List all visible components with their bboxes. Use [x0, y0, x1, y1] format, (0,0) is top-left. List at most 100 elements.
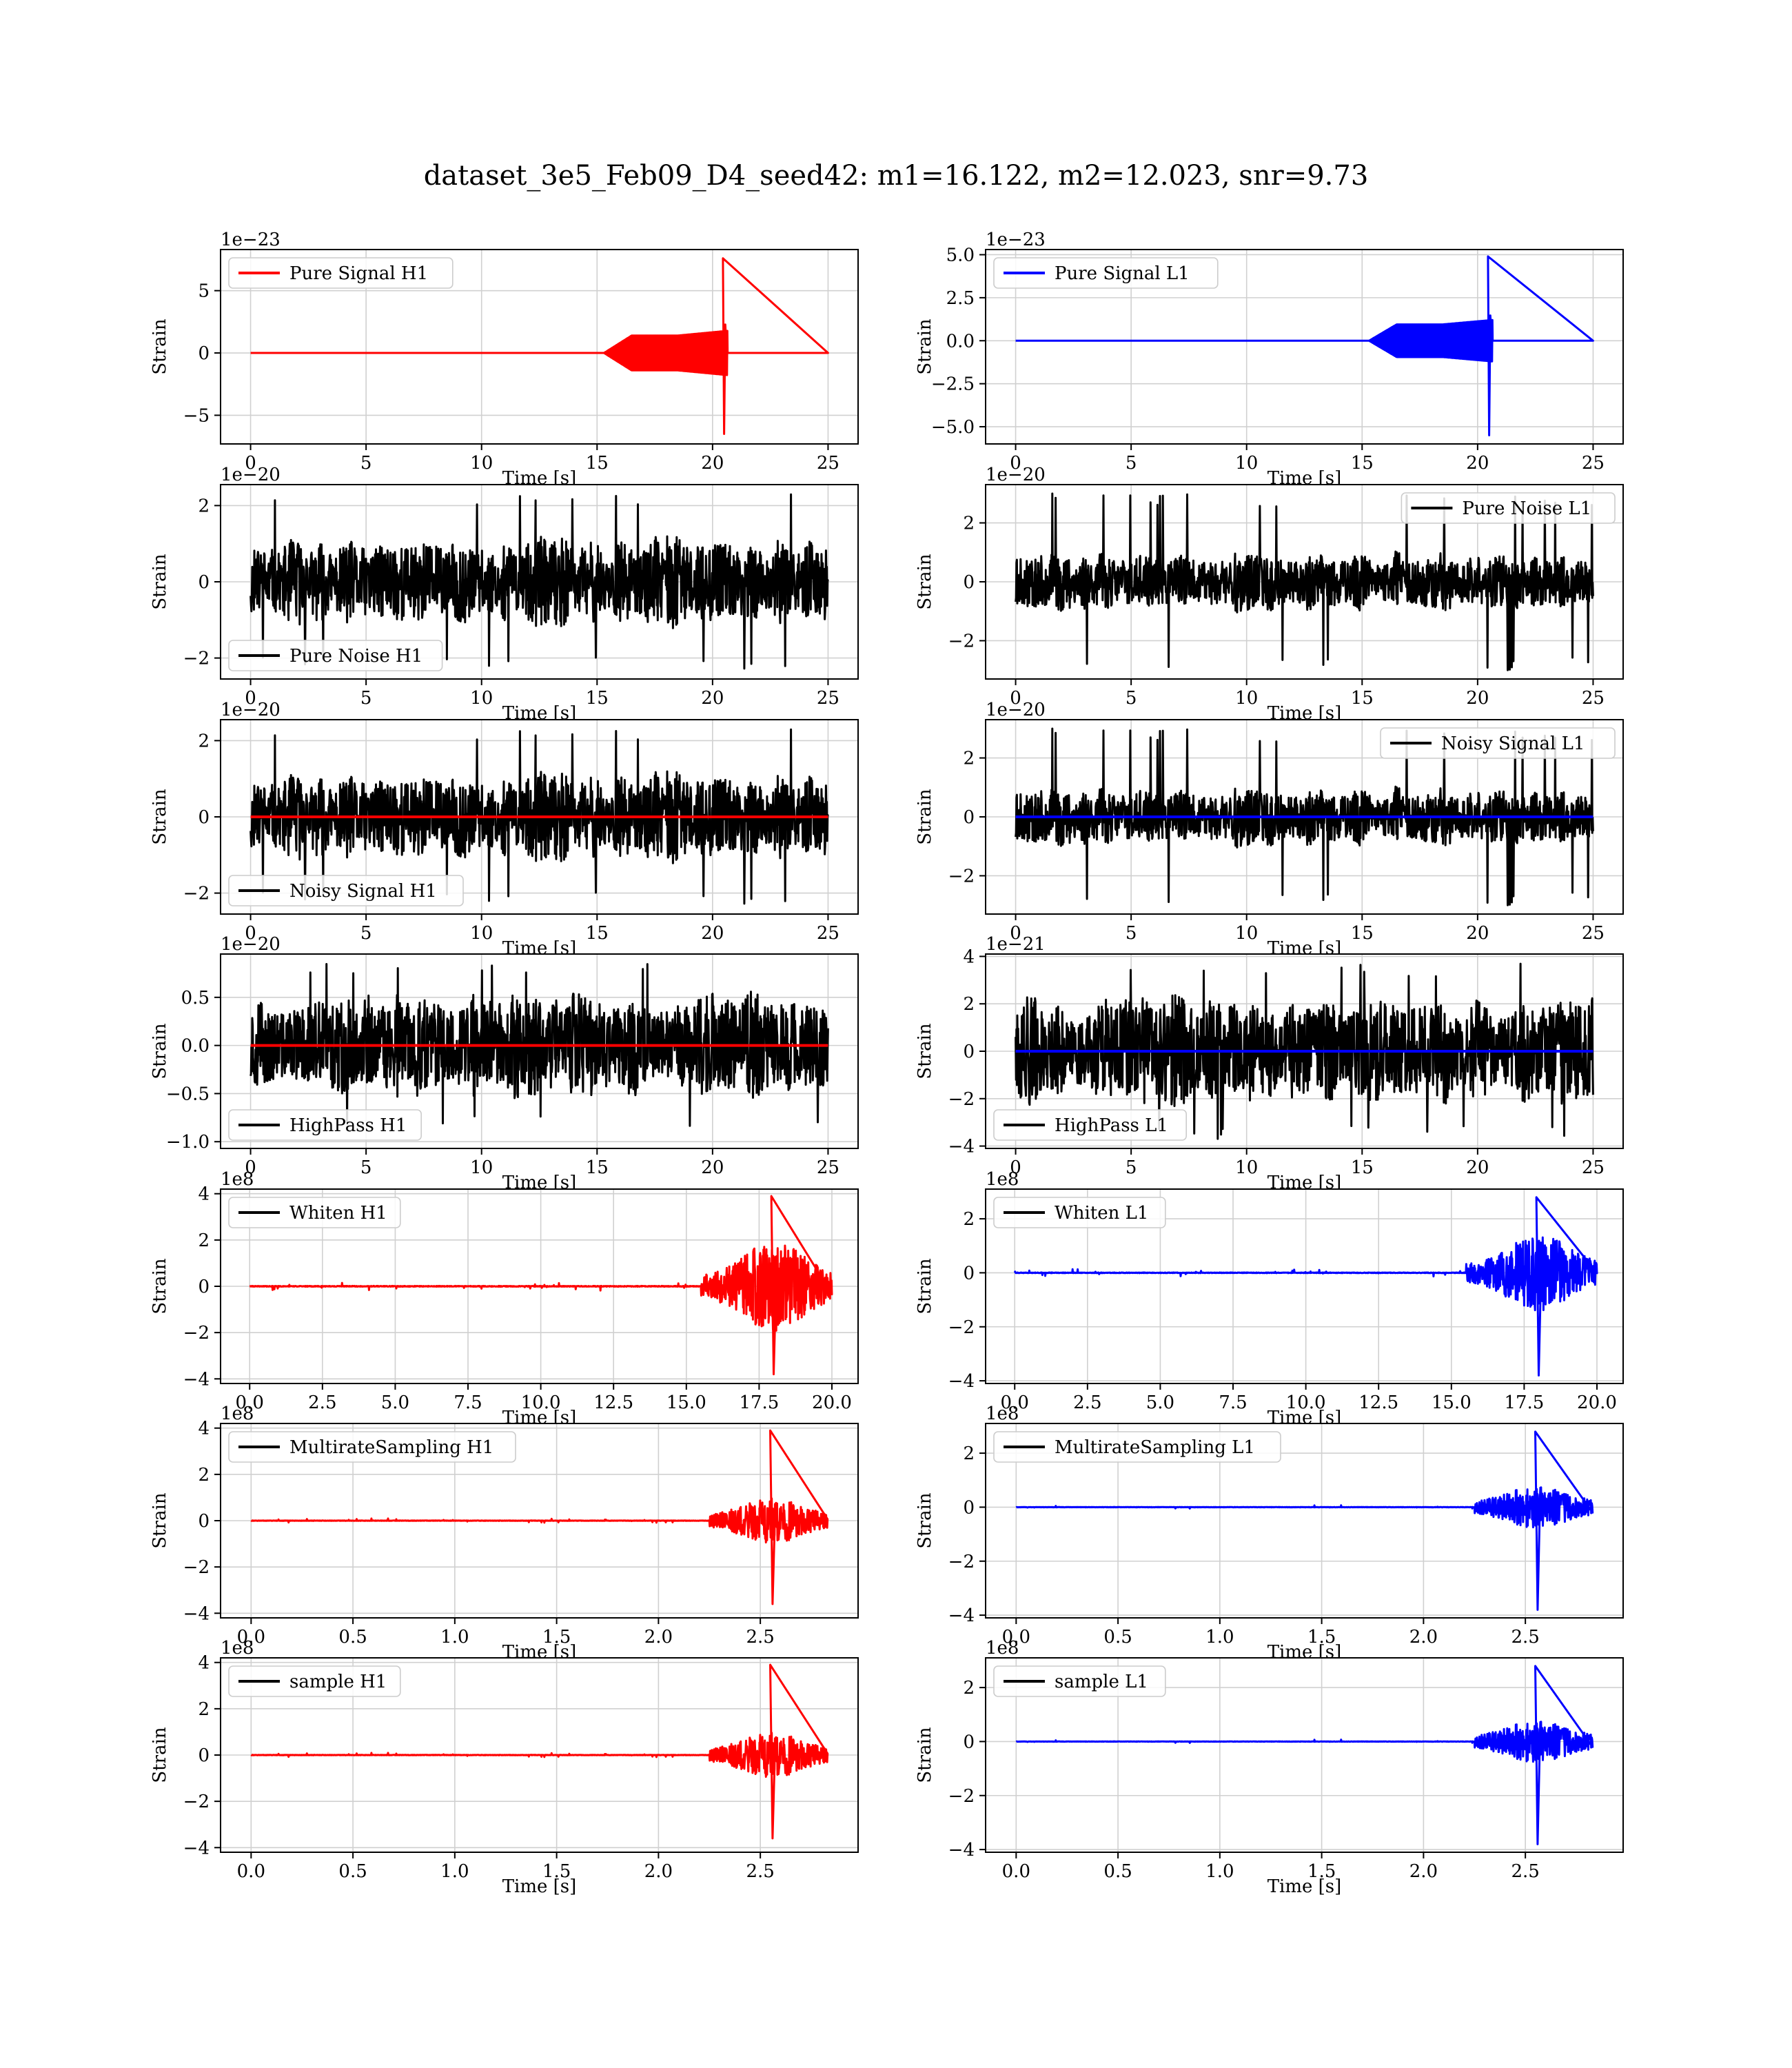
x-tick-label: 10 — [470, 923, 493, 944]
x-tick-label: 2.5 — [746, 1861, 774, 1882]
legend-label: Pure Noise L1 — [1462, 498, 1591, 519]
x-tick-label: 15.0 — [666, 1392, 706, 1413]
axes-frame — [985, 1657, 1624, 1853]
y-axis-label: Strain — [915, 789, 935, 845]
legend: Pure Signal L1 — [993, 257, 1219, 289]
x-tick-label: 15 — [1351, 688, 1374, 709]
axis-exponent: 1e8 — [986, 1169, 1019, 1190]
y-tick-label: 0 — [198, 1277, 210, 1297]
x-tick-label: 2.0 — [644, 1627, 673, 1648]
legend-box — [993, 1431, 1281, 1463]
legend-label: Pure Signal L1 — [1055, 263, 1190, 284]
subplot-l1_sample: 0.0 0.5 1.0 1.5 2.0 2.5 −4 −2 0 2 Time [s] Strain 1e… — [915, 1638, 1624, 1897]
y-tick-label: 4 — [198, 1184, 210, 1205]
y-tick-label: −2 — [183, 1323, 210, 1344]
x-tick-label: 10 — [470, 1157, 493, 1178]
x-tick-label: 15 — [1351, 1157, 1374, 1178]
x-tick-label: 25 — [817, 453, 839, 474]
x-tick-label: 0.0 — [237, 1861, 265, 1882]
x-tick-label: 25 — [1582, 923, 1605, 944]
y-tick-label: 2 — [963, 994, 975, 1015]
x-tick-label: 5.0 — [1146, 1392, 1174, 1413]
x-tick-label: 2.0 — [1409, 1627, 1438, 1648]
y-tick-label: 0 — [198, 343, 210, 364]
y-axis-label: Strain — [915, 1492, 935, 1549]
legend: Whiten H1 — [228, 1197, 401, 1228]
series-sample-h1 — [250, 1663, 829, 1840]
series-group — [250, 963, 829, 1127]
axis-exponent: 1e−20 — [221, 465, 281, 485]
axis-exponent: 1e8 — [221, 1638, 254, 1659]
x-tick-label: 5 — [360, 923, 372, 944]
y-axis-label: Strain — [150, 1492, 170, 1549]
legend-box — [1380, 727, 1616, 759]
axes-frame — [220, 249, 859, 445]
legend: Pure Noise H1 — [228, 640, 443, 671]
x-tick-label: 2.5 — [1511, 1627, 1539, 1648]
y-tick-label: −2 — [183, 1792, 210, 1812]
legend-box — [228, 1197, 401, 1228]
x-tick-label: 2.0 — [1409, 1861, 1438, 1882]
x-tick-label: 5 — [1126, 923, 1137, 944]
legend-box — [993, 257, 1219, 289]
y-tick-label: 2 — [198, 731, 210, 751]
y-tick-label: −4 — [948, 1840, 975, 1861]
x-tick-label: 0 — [1010, 1157, 1021, 1178]
x-tick-label: 25 — [1582, 453, 1605, 474]
legend: HighPass H1 — [228, 1109, 422, 1141]
x-tick-label: 25 — [1582, 688, 1605, 709]
x-tick-label: 10.0 — [521, 1392, 561, 1413]
x-tick-label: 5 — [1126, 1157, 1137, 1178]
x-tick-label: 2.5 — [1511, 1861, 1539, 1882]
x-tick-label: 25 — [817, 688, 839, 709]
y-axis-label: Strain — [150, 1258, 170, 1315]
x-tick-label: 20.0 — [1577, 1392, 1617, 1413]
subplot-l1_whiten: 0.0 2.5 5.0 7.5 10.0 12.5 15.0 17.5 20.0−4−202Ti… — [915, 1169, 1624, 1428]
x-tick-label: 10 — [1235, 1157, 1258, 1178]
legend-box — [993, 1665, 1166, 1697]
x-tick-label: 10 — [470, 453, 493, 474]
legend: HighPass L1 — [993, 1109, 1188, 1141]
series-group — [250, 1429, 829, 1605]
x-tick-label: 0 — [245, 1157, 256, 1178]
y-tick-label: −2 — [948, 866, 975, 886]
y-tick-label: 0 — [963, 1263, 975, 1284]
y-tick-label: 2 — [963, 514, 975, 534]
series-group — [1015, 1430, 1594, 1611]
y-tick-label: 0 — [963, 572, 975, 593]
y-tick-label: −4 — [183, 1838, 210, 1858]
y-tick-label: −2 — [948, 1317, 975, 1338]
x-tick-label: 0.5 — [338, 1861, 367, 1882]
x-tick-label: 20 — [701, 688, 724, 709]
x-tick-label: 1.0 — [1205, 1861, 1234, 1882]
x-tick-label: 12.5 — [593, 1392, 633, 1413]
y-axis-label: Strain — [915, 1258, 935, 1315]
x-tick-label: 20 — [701, 923, 724, 944]
series-noisy-signal-l1 — [1015, 727, 1594, 906]
legend: Noisy Signal H1 — [228, 875, 464, 906]
legend-label: Noisy Signal L1 — [1441, 733, 1585, 754]
x-tick-label: 25 — [817, 923, 839, 944]
y-axis-label: Strain — [150, 789, 170, 845]
legend: MultirateSampling H1 — [228, 1431, 516, 1463]
x-tick-label: 20 — [1466, 688, 1489, 709]
series-multiratesampling-h1 — [250, 1429, 829, 1605]
subplot-h1_sample: 0.0 0.5 1.0 1.5 2.0 2.5 −4 −2 0 2 4 Time [s] Strain 1… — [150, 1638, 859, 1897]
axis-exponent: 1e8 — [221, 1403, 254, 1424]
x-tick-label: 20 — [701, 1157, 724, 1178]
y-axis-label: Strain — [915, 554, 935, 610]
x-tick-label: 20 — [1466, 453, 1489, 474]
x-tick-label: 15 — [586, 923, 609, 944]
x-tick-label: 15 — [586, 1157, 609, 1178]
axis-exponent: 1e−21 — [986, 934, 1046, 955]
legend-box — [228, 1431, 516, 1463]
y-tick-label: 0 — [198, 1745, 210, 1766]
y-tick-label: 4 — [198, 1419, 210, 1439]
axis-exponent: 1e−20 — [986, 465, 1046, 485]
y-tick-label: 0 — [198, 1511, 210, 1532]
